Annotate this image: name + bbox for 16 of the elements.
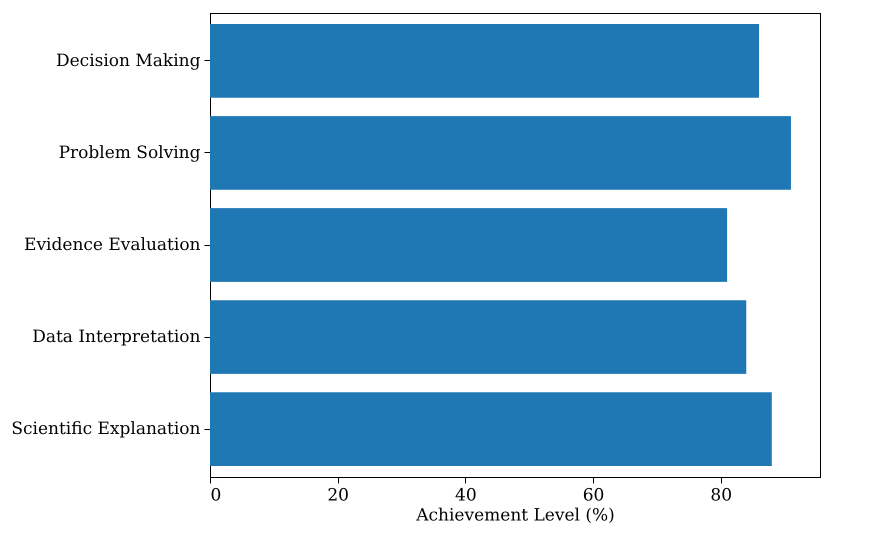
x-tick-label: 0 (210, 486, 222, 506)
y-tick-label: Evidence Evaluation (24, 235, 201, 255)
bar (210, 300, 746, 374)
bar (210, 116, 791, 190)
y-tick-label: Scientific Explanation (11, 419, 201, 440)
x-tick-label: 20 (327, 486, 349, 506)
bar (210, 208, 728, 282)
x-tick-label: 80 (710, 486, 732, 506)
bar (210, 392, 772, 466)
y-tick-label: Decision Making (56, 50, 201, 71)
x-axis-title: Achievement Level (%) (415, 506, 615, 526)
y-tick-label: Problem Solving (58, 142, 201, 163)
x-tick-label: 60 (582, 486, 604, 506)
bar (210, 24, 760, 98)
y-tick-label: Data Interpretation (32, 327, 201, 348)
x-tick-label: 40 (455, 486, 477, 506)
